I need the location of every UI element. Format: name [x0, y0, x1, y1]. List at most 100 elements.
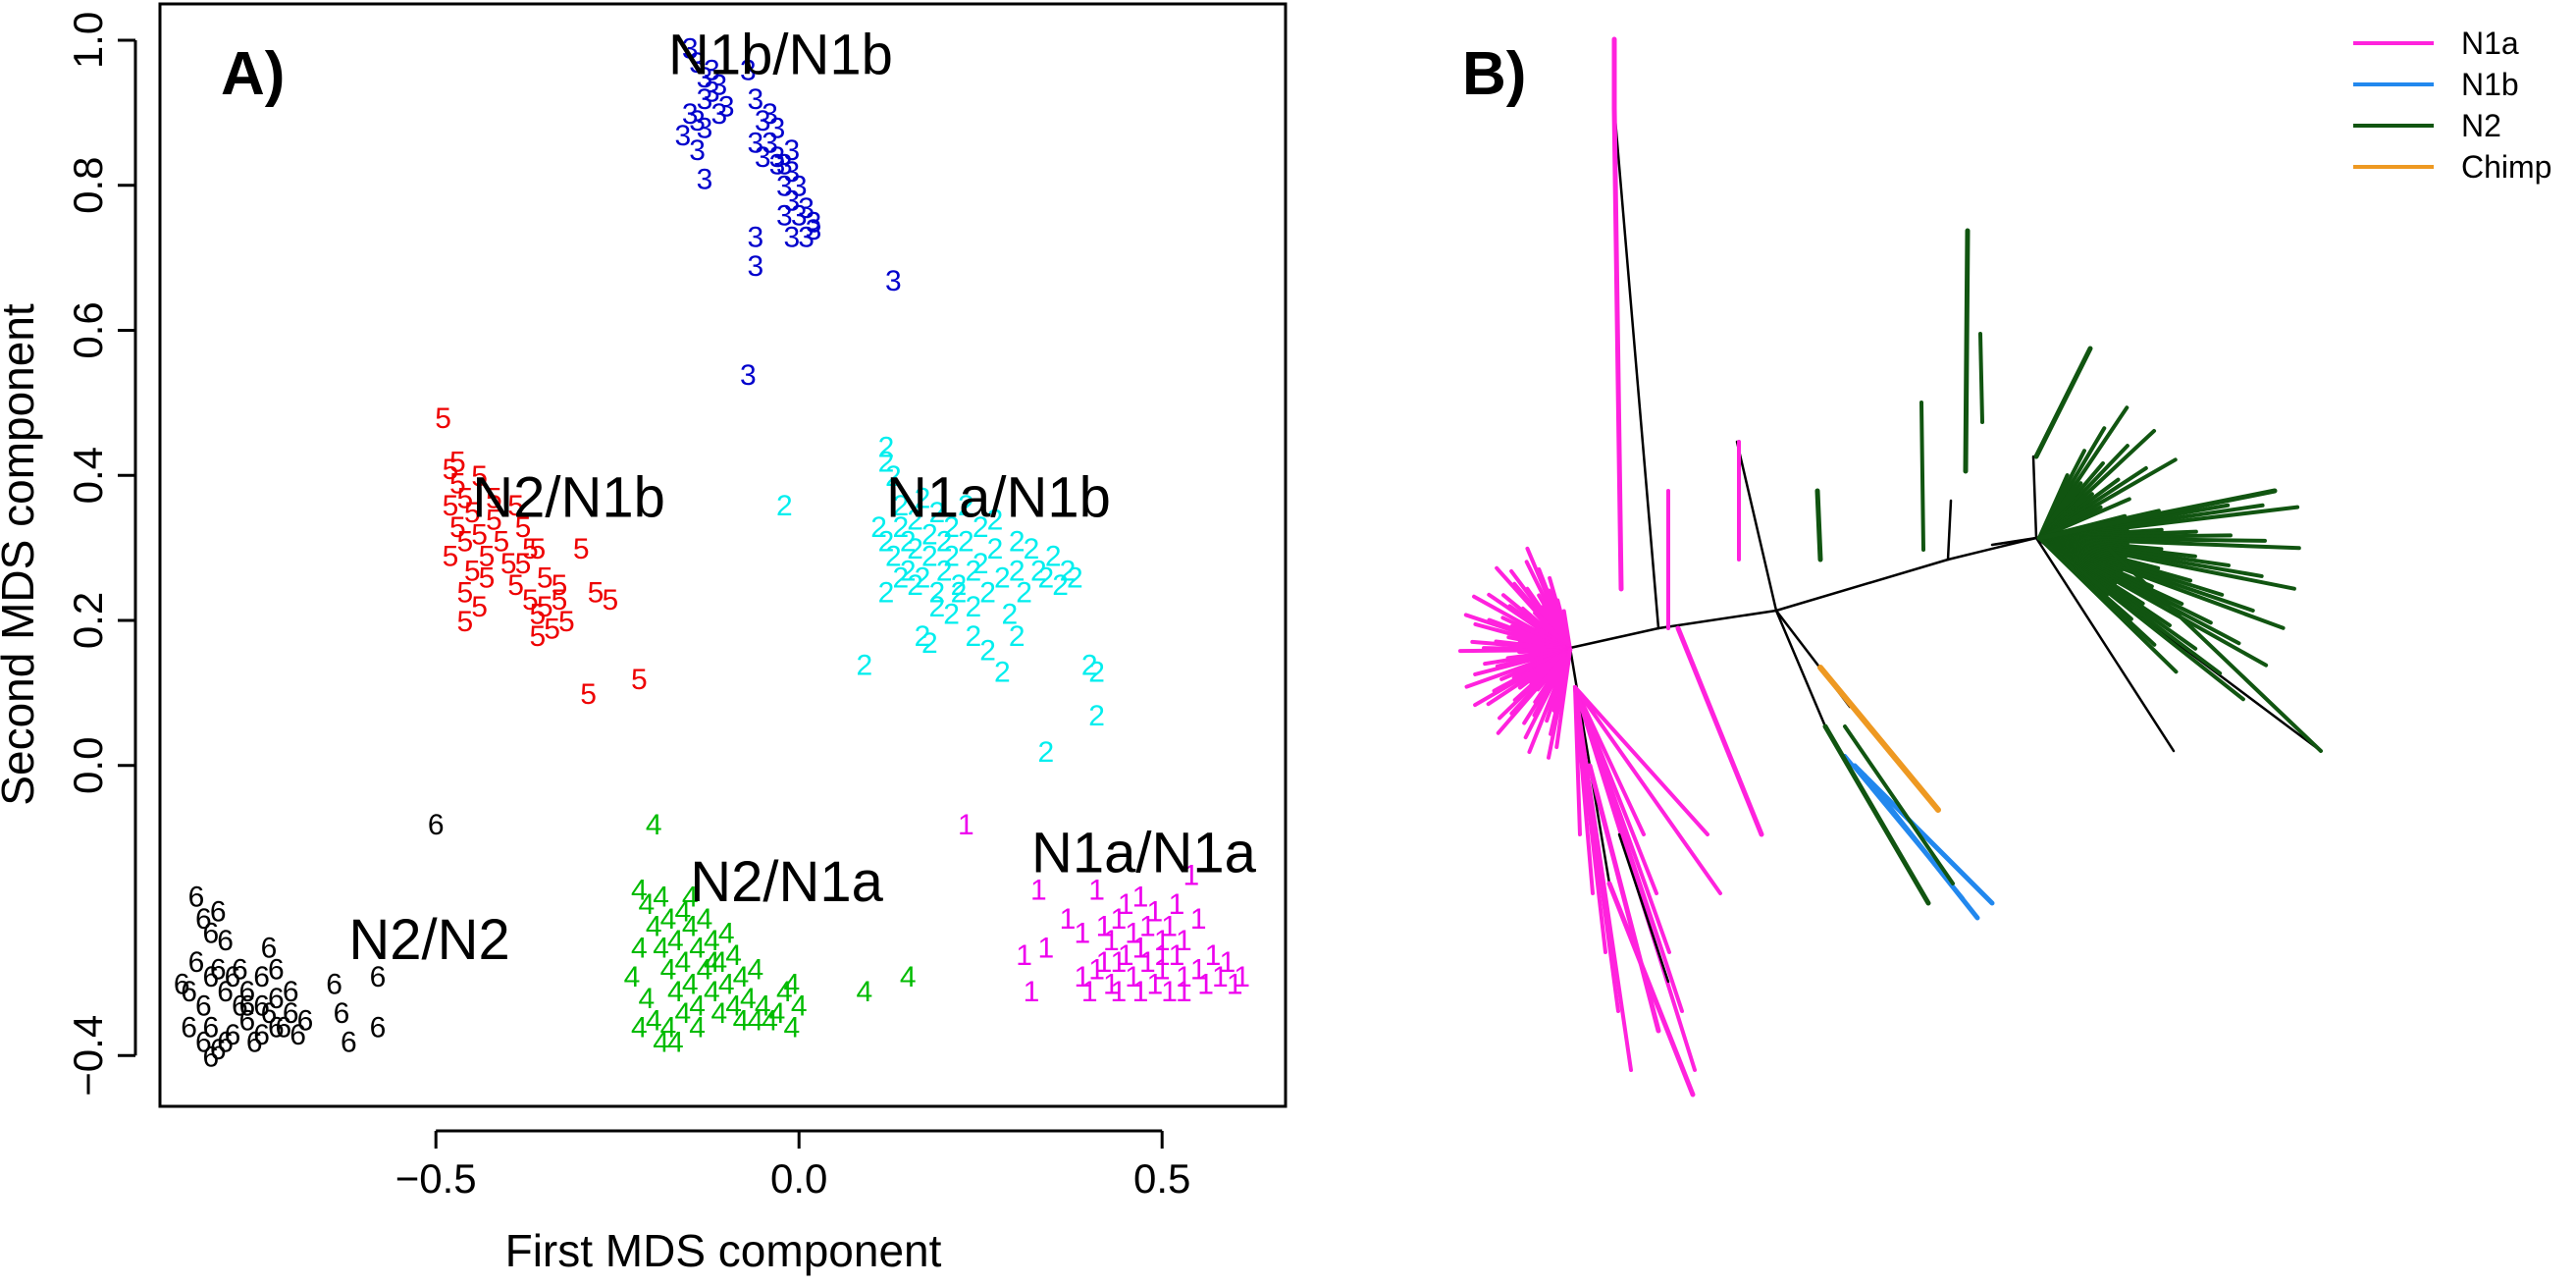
data-point: 4 [704, 946, 720, 979]
data-point: 4 [638, 888, 655, 921]
data-point: 5 [456, 482, 473, 514]
data-point: 3 [791, 171, 808, 203]
data-point: 1 [1161, 976, 1178, 1008]
data-point: 2 [885, 460, 902, 493]
data-point: 5 [464, 555, 481, 587]
data-point: 3 [806, 214, 822, 246]
tree-branch [1946, 499, 1953, 562]
data-point: 1 [1074, 918, 1090, 950]
data-point: 4 [755, 991, 771, 1023]
tree-branch [1573, 685, 1709, 836]
data-point: 3 [791, 199, 808, 232]
data-point: 5 [500, 548, 517, 580]
data-point: 4 [733, 1004, 750, 1037]
data-point: 5 [558, 606, 575, 638]
data-point: 6 [202, 918, 219, 950]
data-point: 5 [522, 584, 539, 616]
data-point: 6 [253, 991, 270, 1023]
y-tick-label: 0.4 [65, 447, 111, 504]
data-point: 2 [1060, 555, 1077, 587]
data-point: 5 [456, 606, 473, 638]
data-point: 2 [1081, 649, 1098, 681]
data-point: 3 [798, 221, 815, 253]
data-point: 1 [1161, 910, 1178, 942]
data-point: 2 [1037, 736, 1054, 769]
y-tick-label: 0.0 [65, 737, 111, 794]
data-point: 2 [885, 541, 902, 573]
legend-label: N2 [2461, 108, 2501, 143]
data-point: 3 [783, 185, 800, 217]
data-point: 1 [1183, 860, 1199, 892]
data-point: 3 [762, 127, 778, 159]
data-point: 5 [529, 599, 546, 631]
tree-branch [1774, 558, 1950, 613]
data-point: 1 [1169, 939, 1185, 972]
data-point: 4 [674, 946, 691, 979]
data-point: 2 [973, 511, 989, 544]
data-point: 4 [725, 991, 742, 1023]
data-point: 1 [1074, 961, 1090, 993]
data-point: 3 [718, 90, 735, 123]
data-point: 4 [624, 961, 641, 993]
data-point: 5 [537, 591, 553, 623]
data-point: 3 [697, 62, 713, 94]
data-point: 4 [783, 968, 800, 1000]
data-point: 1 [1139, 910, 1156, 942]
data-point: 1 [1110, 946, 1127, 979]
tree-branch [1568, 626, 1660, 650]
data-point: 1 [1132, 882, 1149, 914]
tree-branch [1843, 724, 1955, 885]
data-point: 5 [573, 533, 590, 565]
data-point: 6 [261, 997, 278, 1030]
data-point: 2 [900, 555, 917, 587]
data-point: 4 [689, 1012, 706, 1044]
data-point: 4 [776, 976, 793, 1008]
data-point: 2 [856, 649, 872, 681]
data-point: 1 [1081, 976, 1098, 1008]
data-point: 3 [776, 171, 793, 203]
data-point: 6 [289, 1019, 306, 1051]
tree-branch [1919, 401, 1925, 552]
data-point: 2 [915, 620, 931, 653]
data-point: 4 [718, 968, 735, 1000]
data-point: 4 [769, 997, 786, 1030]
data-point: 4 [631, 1012, 648, 1044]
data-point: 1 [1110, 976, 1127, 1008]
data-point: 5 [443, 490, 459, 522]
data-point: 2 [892, 490, 909, 522]
data-point: 6 [297, 1004, 314, 1037]
data-point: 1 [1154, 925, 1171, 957]
tree-branch [2037, 536, 2179, 674]
data-point: 6 [195, 991, 212, 1023]
data-point: 4 [747, 954, 763, 987]
data-point: 4 [762, 1004, 778, 1037]
data-point: 1 [1132, 976, 1149, 1008]
data-point: 3 [674, 120, 691, 152]
data-point: 2 [951, 569, 968, 602]
data-point: 2 [973, 548, 989, 580]
tree-branch [1946, 536, 2038, 562]
data-point: 4 [667, 1027, 684, 1059]
data-point: 2 [1016, 576, 1032, 609]
data-point: 6 [238, 991, 255, 1023]
x-tick-label: −0.5 [395, 1155, 477, 1202]
data-point: 2 [936, 526, 953, 559]
data-point: 3 [740, 54, 757, 86]
tree-branch [1814, 488, 1823, 562]
data-point: 3 [769, 113, 786, 145]
y-tick-label: −0.4 [65, 1015, 111, 1097]
tree-branch [1774, 609, 1827, 728]
data-point: 4 [697, 954, 713, 987]
data-point: 4 [791, 991, 808, 1023]
data-point: 2 [921, 541, 938, 573]
data-point: 3 [710, 69, 727, 101]
data-point: 1 [1169, 888, 1185, 921]
data-point: 1 [1219, 946, 1235, 979]
data-point: 5 [456, 576, 473, 609]
data-point: 5 [443, 541, 459, 573]
data-point: 1 [1125, 918, 1141, 950]
data-point: 3 [747, 83, 763, 116]
tree-branch [1817, 665, 1941, 813]
data-point: 2 [892, 562, 909, 595]
